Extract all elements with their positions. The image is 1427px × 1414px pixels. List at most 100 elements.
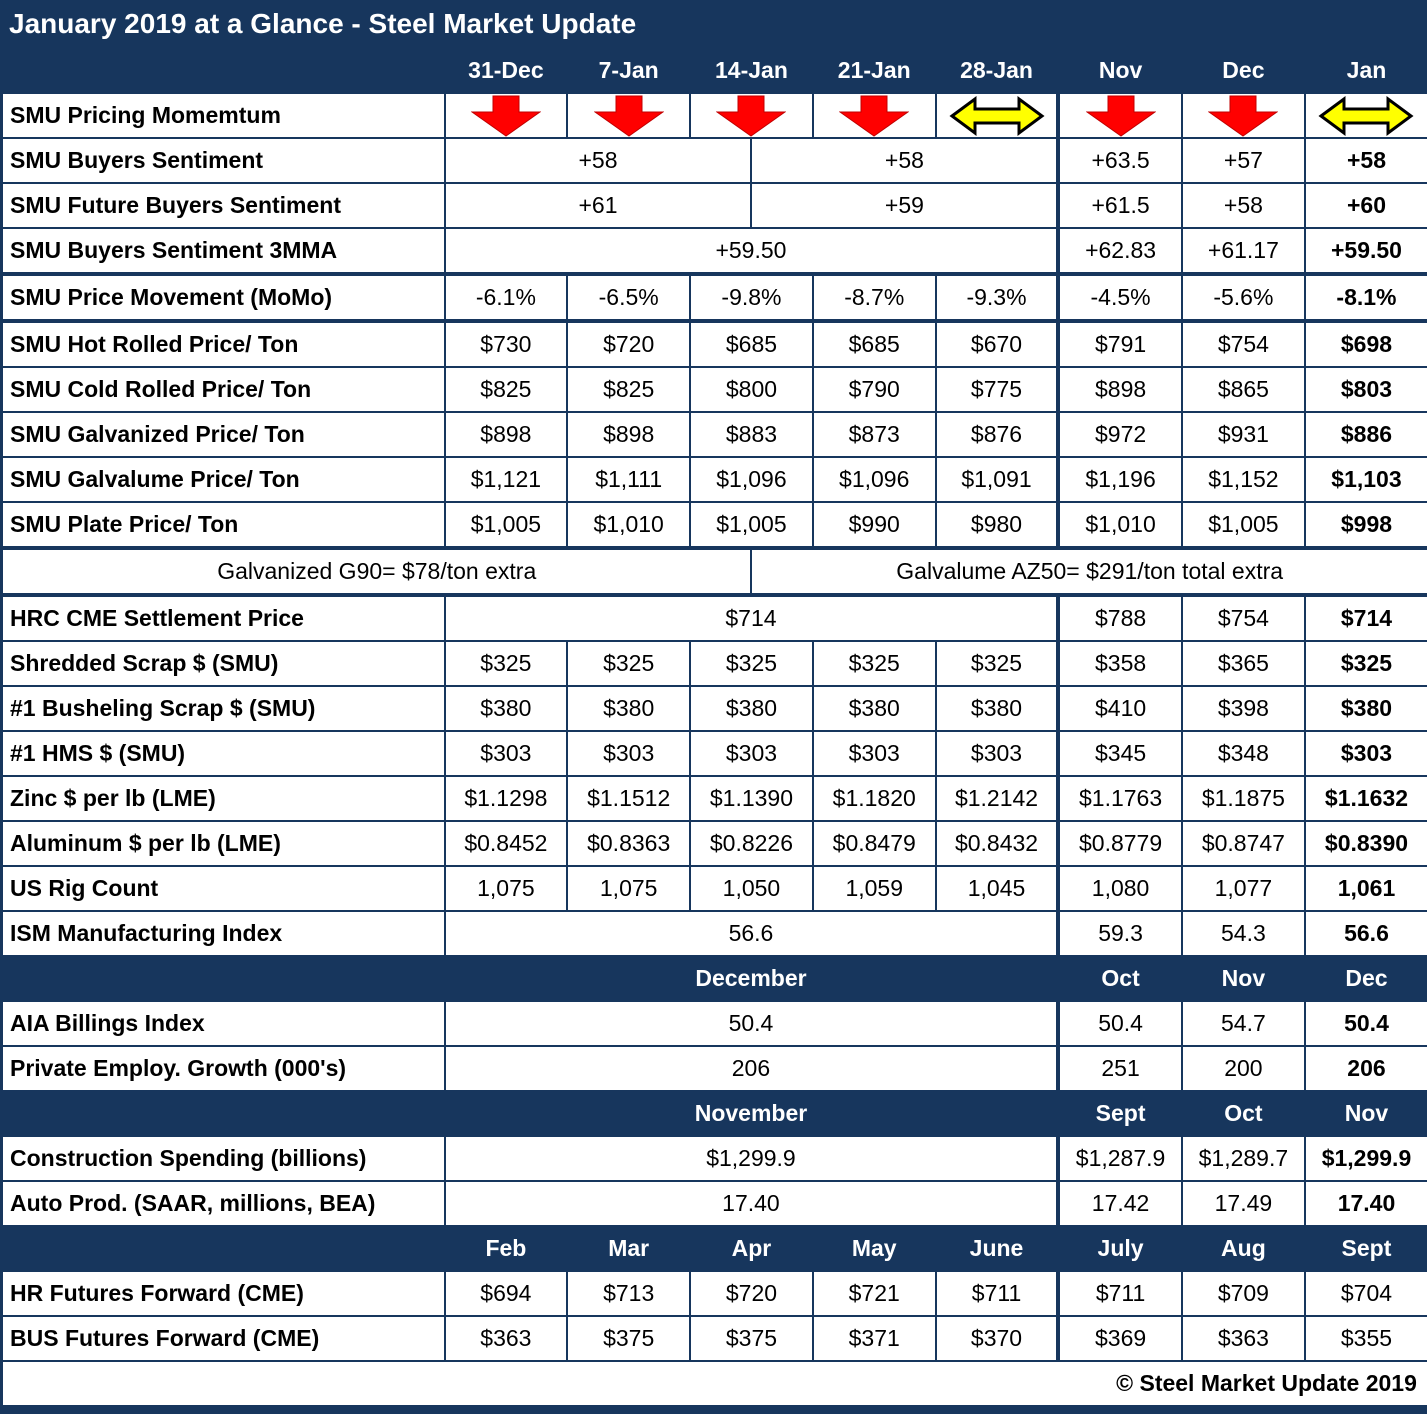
table-cell: $1,005 — [1182, 502, 1305, 548]
table-cell: $883 — [690, 412, 813, 457]
table-cell: 1,059 — [813, 866, 936, 911]
row-label: SMU Pricing Momemtum — [2, 93, 445, 138]
row-label: SMU Buyers Sentiment — [2, 138, 445, 183]
table-cell: $325 — [567, 641, 690, 686]
table-cell: 50.4 — [1058, 1001, 1181, 1046]
table-cell: 56.6 — [445, 911, 1059, 956]
table-cell: May — [813, 1226, 936, 1271]
table-cell: $398 — [1182, 686, 1305, 731]
table-cell: 1,077 — [1182, 866, 1305, 911]
table-cell: Aug — [1182, 1226, 1305, 1271]
row-buyers-sentiment-3mma: SMU Buyers Sentiment 3MMA+59.50+62.83+61… — [2, 228, 1427, 274]
table-cell: Apr — [690, 1226, 813, 1271]
table-cell: $873 — [813, 412, 936, 457]
table-cell: $825 — [445, 367, 568, 412]
table-cell: -6.1% — [445, 274, 568, 321]
table-cell: $711 — [936, 1271, 1059, 1316]
table-cell: $1,152 — [1182, 457, 1305, 502]
table-cell: 50.4 — [445, 1001, 1059, 1046]
table-cell: $720 — [690, 1271, 813, 1316]
table-cell: -9.8% — [690, 274, 813, 321]
table-cell: $1.1820 — [813, 776, 936, 821]
table-cell: $800 — [690, 367, 813, 412]
table-cell: December — [445, 956, 1059, 1001]
table-cell: $303 — [813, 731, 936, 776]
table-cell: $375 — [690, 1316, 813, 1361]
table-cell: $791 — [1058, 321, 1181, 367]
row-busheling-scrap: #1 Busheling Scrap $ (SMU)$380$380$380$3… — [2, 686, 1427, 731]
table-cell: $0.8779 — [1058, 821, 1181, 866]
table-cell: $898 — [567, 412, 690, 457]
table-cell: $325 — [1305, 641, 1427, 686]
table-cell: 54.3 — [1182, 911, 1305, 956]
table-cell: $1,121 — [445, 457, 568, 502]
row-label — [2, 1091, 445, 1136]
row-label: SMU Galvanized Price/ Ton — [2, 412, 445, 457]
table-cell: $380 — [690, 686, 813, 731]
left-right-arrow-cell — [1305, 93, 1427, 138]
table-cell: $365 — [1182, 641, 1305, 686]
down-arrow-icon — [1086, 95, 1156, 137]
table-cell: $1.2142 — [936, 776, 1059, 821]
row-label: Zinc $ per lb (LME) — [2, 776, 445, 821]
table-cell: -9.3% — [936, 274, 1059, 321]
row-label: SMU Cold Rolled Price/ Ton — [2, 367, 445, 412]
table-cell: $303 — [1305, 731, 1427, 776]
table-cell: $1,299.9 — [1305, 1136, 1427, 1181]
table-cell: +58 — [1182, 183, 1305, 228]
table-cell: $355 — [1305, 1316, 1427, 1361]
table-cell: $1,111 — [567, 457, 690, 502]
table-cell: -8.1% — [1305, 274, 1427, 321]
table-cell: $410 — [1058, 686, 1181, 731]
table-cell: 59.3 — [1058, 911, 1181, 956]
table-cell: $325 — [690, 641, 813, 686]
table-cell: +61.5 — [1058, 183, 1181, 228]
down-arrow-cell — [567, 93, 690, 138]
row-hrc-cme-settlement: HRC CME Settlement Price$714$788$754$714 — [2, 595, 1427, 641]
row-label — [2, 956, 445, 1001]
table-cell: +58 — [1305, 138, 1427, 183]
table-cell: Oct — [1058, 956, 1181, 1001]
table-cell: +60 — [1305, 183, 1427, 228]
table-cell: Dec — [1182, 48, 1305, 94]
table-cell: Galvalume AZ50= $291/ton total extra — [751, 548, 1427, 595]
table-cell: $698 — [1305, 321, 1427, 367]
row-label: ISM Manufacturing Index — [2, 911, 445, 956]
table-cell: $1,010 — [567, 502, 690, 548]
table-cell: -4.5% — [1058, 274, 1181, 321]
table-cell: $1.1512 — [567, 776, 690, 821]
table-cell: $876 — [936, 412, 1059, 457]
table-cell: $788 — [1058, 595, 1181, 641]
table-cell: 251 — [1058, 1046, 1181, 1091]
row-shredded-scrap: Shredded Scrap $ (SMU)$325$325$325$325$3… — [2, 641, 1427, 686]
table-cell: $694 — [445, 1271, 568, 1316]
table-cell: $325 — [813, 641, 936, 686]
table-cell: $1.1298 — [445, 776, 568, 821]
table-cell: $363 — [445, 1316, 568, 1361]
row-label: SMU Hot Rolled Price/ Ton — [2, 321, 445, 367]
row-label: SMU Plate Price/ Ton — [2, 502, 445, 548]
table-cell: $0.8226 — [690, 821, 813, 866]
row-label: BUS Futures Forward (CME) — [2, 1316, 445, 1361]
table-cell: +63.5 — [1058, 138, 1181, 183]
table-cell: 54.7 — [1182, 1001, 1305, 1046]
table-cell: $1.1390 — [690, 776, 813, 821]
table-cell: 56.6 — [1305, 911, 1427, 956]
row-price-movement: SMU Price Movement (MoMo)-6.1%-6.5%-9.8%… — [2, 274, 1427, 321]
table-cell: $972 — [1058, 412, 1181, 457]
table-cell: $303 — [445, 731, 568, 776]
row-label: SMU Price Movement (MoMo) — [2, 274, 445, 321]
table-cell: $348 — [1182, 731, 1305, 776]
table-cell: 1,050 — [690, 866, 813, 911]
table-cell: $865 — [1182, 367, 1305, 412]
table-cell: $1,196 — [1058, 457, 1181, 502]
down-arrow-icon — [716, 95, 786, 137]
row-label: HR Futures Forward (CME) — [2, 1271, 445, 1316]
table-cell: Dec — [1305, 956, 1427, 1001]
table-cell: Jan — [1305, 48, 1427, 94]
row-label: Private Employ. Growth (000's) — [2, 1046, 445, 1091]
table-cell: +62.83 — [1058, 228, 1181, 274]
